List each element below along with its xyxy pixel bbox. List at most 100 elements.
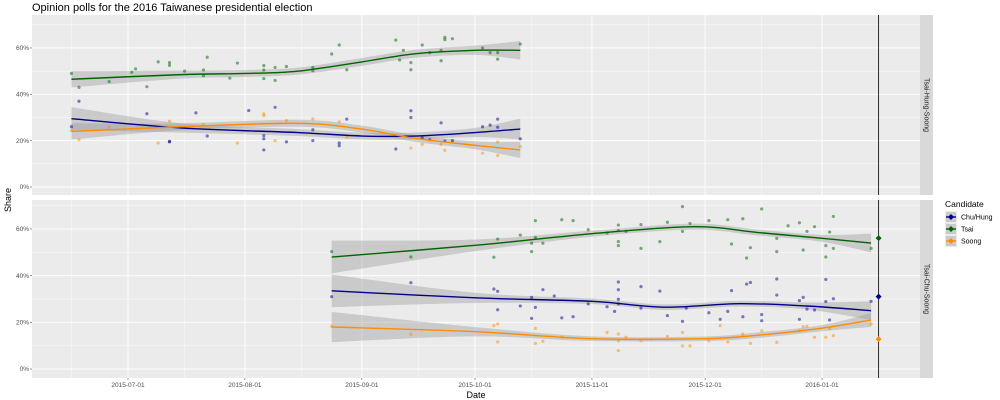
x-tick-label: 2015-07-01 <box>111 382 145 389</box>
poll-point <box>496 308 500 312</box>
poll-point <box>409 255 413 259</box>
x-tick-label: 2015-09-01 <box>345 382 379 389</box>
poll-point <box>869 299 873 303</box>
poll-point <box>167 63 172 67</box>
poll-point <box>530 250 534 254</box>
poll-point <box>492 324 496 328</box>
poll-point <box>824 243 828 248</box>
poll-point <box>262 133 266 138</box>
poll-point <box>869 322 873 326</box>
poll-point <box>409 146 413 150</box>
poll-point <box>533 341 537 345</box>
legend-key-diamond-icon <box>948 226 954 232</box>
poll-point <box>201 68 206 72</box>
poll-point <box>533 326 537 331</box>
poll-point <box>616 243 620 248</box>
poll-point <box>616 240 620 244</box>
poll-point <box>496 51 500 55</box>
poll-point <box>145 85 149 89</box>
poll-point <box>741 315 745 319</box>
legend-label: Soong <box>961 239 981 246</box>
confidence-band-tsai <box>71 41 521 88</box>
poll-point <box>741 332 745 336</box>
y-tick-label: 60% <box>16 45 29 52</box>
poll-point <box>107 125 111 129</box>
poll-point <box>586 302 590 306</box>
poll-point <box>401 48 405 52</box>
poll-point <box>707 339 711 343</box>
poll-point <box>488 51 492 55</box>
poll-point <box>330 295 334 299</box>
poll-point <box>156 60 160 64</box>
poll-point <box>69 125 74 129</box>
legend-label: Tsai <box>961 227 974 234</box>
poll-point <box>130 70 134 74</box>
poll-point <box>530 241 534 245</box>
poll-point <box>707 219 711 223</box>
x-tick-label: 2015-10-01 <box>458 382 492 389</box>
poll-point <box>492 255 496 259</box>
poll-point <box>571 219 575 223</box>
poll-point <box>394 147 398 151</box>
election-result-marker-soong <box>875 336 882 343</box>
poll-point <box>311 117 315 121</box>
poll-point <box>345 68 349 72</box>
poll-point <box>518 144 522 149</box>
y-tick-label: 60% <box>16 226 29 233</box>
poll-point <box>775 250 779 254</box>
points-chu-hung <box>330 277 873 324</box>
poll-point <box>760 313 764 317</box>
legend: Candidate Chu/Hung Tsai Soong <box>945 199 993 247</box>
poll-point <box>409 60 413 65</box>
y-tick-label: 40% <box>16 92 29 99</box>
poll-point <box>726 309 730 313</box>
poll-point <box>812 308 817 312</box>
poll-point <box>439 121 443 125</box>
poll-point <box>77 85 81 89</box>
legend-label: Chu/Hung <box>961 215 993 222</box>
poll-point <box>194 111 198 115</box>
x-axis: 2015-07-01 2015-08-01 2015-09-01 2015-10-01… <box>111 378 839 389</box>
poll-point <box>824 277 828 282</box>
y-axis-label: Share <box>3 188 13 212</box>
poll-point <box>801 325 805 329</box>
poll-point <box>205 55 209 59</box>
poll-point <box>801 295 805 299</box>
poll-point <box>262 68 266 72</box>
poll-point <box>450 139 454 143</box>
poll-point <box>496 125 500 129</box>
poll-point <box>235 61 239 65</box>
poll-point <box>273 65 277 70</box>
poll-point <box>824 335 828 339</box>
poll-point <box>345 135 349 139</box>
x-tick-label: 2015-08-01 <box>228 382 262 389</box>
poll-point <box>586 228 590 232</box>
poll-point <box>541 339 545 343</box>
poll-point <box>167 60 172 65</box>
poll-point <box>616 297 620 301</box>
poll-point <box>745 256 749 260</box>
poll-point <box>680 330 685 334</box>
poll-point <box>718 324 722 328</box>
panel-background <box>32 15 920 195</box>
poll-point <box>156 141 160 145</box>
poll-point <box>639 285 643 289</box>
election-result-marker-tsai <box>875 235 882 242</box>
trend-line-tsai <box>71 49 521 80</box>
poll-point <box>680 205 685 209</box>
poll-point <box>831 214 835 219</box>
poll-point <box>760 207 764 211</box>
poll-point <box>492 287 496 291</box>
poll-point <box>284 64 289 69</box>
poll-point <box>439 59 443 63</box>
poll-point <box>726 218 730 222</box>
poll-point <box>394 38 398 42</box>
poll-point <box>726 340 730 344</box>
poll-point <box>639 246 643 250</box>
poll-point <box>69 71 74 76</box>
poll-point <box>311 139 315 143</box>
poll-point <box>797 299 802 303</box>
poll-point <box>639 222 643 227</box>
poll-point <box>518 233 522 237</box>
poll-point <box>533 219 537 223</box>
